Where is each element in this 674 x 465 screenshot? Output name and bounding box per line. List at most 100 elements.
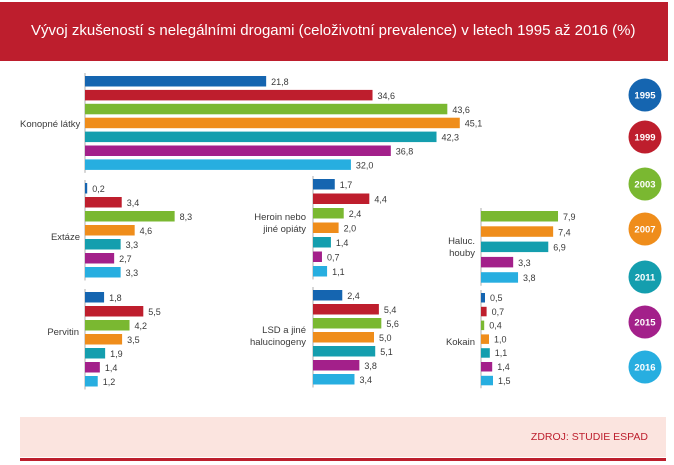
category-label-line: halucinogeny <box>250 337 306 348</box>
bar <box>85 145 391 156</box>
value-label: 34,6 <box>378 91 396 101</box>
bar <box>313 251 322 262</box>
value-label: 1,7 <box>340 180 353 190</box>
category-label: Heroin nebo jiné opiáty <box>254 212 306 235</box>
bar <box>85 267 121 278</box>
bar <box>313 360 360 371</box>
bar <box>481 211 559 222</box>
category-label: Konopné látky <box>20 119 80 130</box>
value-label: 8,3 <box>180 212 193 222</box>
bar <box>481 362 493 372</box>
bar <box>313 179 335 190</box>
legend-circle <box>628 260 662 294</box>
legend-year: 2011 <box>635 273 656 284</box>
legend-circle <box>628 167 662 201</box>
value-label: 1,8 <box>109 293 122 303</box>
category-label: Extáze <box>51 232 80 243</box>
value-label: 1,0 <box>494 334 507 344</box>
legend-circle <box>628 350 662 384</box>
category-label: Pervitin <box>47 327 79 338</box>
bar <box>85 103 448 115</box>
value-label: 5,4 <box>384 305 397 315</box>
value-label: 43,6 <box>452 105 470 115</box>
bar <box>313 374 355 385</box>
chart-title: Vývoj zkušeností s nelegálními drogami (… <box>31 22 636 39</box>
bar <box>85 306 144 317</box>
bar <box>481 375 493 386</box>
value-label: 1,5 <box>498 376 511 386</box>
value-label: 2,4 <box>347 291 360 301</box>
category-label-line: houby <box>449 248 475 259</box>
value-label: 5,5 <box>148 307 161 317</box>
value-label: 3,4 <box>127 198 140 208</box>
category-label: Kokain <box>446 337 475 348</box>
category-label: Haluc. houby <box>448 236 475 259</box>
bar <box>85 76 267 87</box>
category-label-line: Heroin nebo <box>254 212 306 223</box>
value-label: 3,3 <box>126 240 139 250</box>
bar <box>313 222 339 233</box>
bar <box>313 332 374 343</box>
bar <box>85 225 135 236</box>
value-label: 2,0 <box>344 224 357 234</box>
value-label: 7,9 <box>563 212 576 222</box>
category-label-line: LSD a jiné <box>262 325 306 336</box>
category-label-line: Extáze <box>51 232 80 243</box>
bar <box>313 193 370 204</box>
value-label: 21,8 <box>271 77 289 87</box>
bar <box>481 226 554 237</box>
bar <box>313 346 376 357</box>
bar <box>313 290 343 301</box>
bar <box>85 197 122 208</box>
source-footer: ZDROJ: STUDIE ESPAD <box>20 417 666 457</box>
value-label: 2,7 <box>119 254 132 264</box>
legend-year: 2015 <box>634 318 656 329</box>
bar <box>481 348 490 358</box>
value-label: 0,7 <box>327 253 340 263</box>
legend-circle <box>628 120 662 154</box>
bar <box>85 348 106 359</box>
bar <box>85 131 437 143</box>
category-label-line: Konopné látky <box>20 119 80 130</box>
category-label-line: Haluc. <box>448 236 475 247</box>
bar <box>85 376 98 387</box>
value-label: 3,8 <box>364 361 377 371</box>
value-label: 1,4 <box>497 362 510 372</box>
value-label: 32,0 <box>356 160 374 170</box>
bar <box>481 320 485 331</box>
category-label-line: Kokain <box>446 337 475 348</box>
category-label: LSD a jiné halucinogeny <box>250 325 306 348</box>
legend-year: 2016 <box>634 363 655 374</box>
value-label: 0,2 <box>92 184 105 194</box>
bar <box>481 241 549 253</box>
value-label: 4,6 <box>140 226 153 236</box>
value-label: 5,6 <box>386 319 399 329</box>
bar <box>85 253 115 264</box>
value-label: 4,2 <box>135 321 148 331</box>
bar <box>313 208 344 219</box>
value-label: 0,4 <box>489 321 502 331</box>
legend-circle <box>628 305 662 339</box>
value-label: 6,9 <box>553 243 566 253</box>
value-label: 2,4 <box>349 209 362 219</box>
value-label: 3,3 <box>518 258 531 268</box>
value-label: 3,8 <box>523 273 536 283</box>
value-label: 1,4 <box>336 238 349 248</box>
value-label: 3,3 <box>126 268 139 278</box>
value-label: 1,1 <box>495 348 508 358</box>
value-label: 1,2 <box>103 377 116 387</box>
bar <box>85 239 121 250</box>
value-label: 1,4 <box>105 363 118 373</box>
value-label: 36,8 <box>396 147 414 157</box>
legend-year: 2007 <box>634 225 655 236</box>
bar <box>85 183 88 194</box>
bar <box>481 334 489 344</box>
legend-year: 1999 <box>634 133 655 144</box>
bar <box>85 334 123 345</box>
bar <box>313 304 379 315</box>
legend-circle <box>628 78 662 112</box>
value-label: 4,4 <box>374 195 387 205</box>
bar <box>481 293 485 303</box>
category-label-line: jiné opiáty <box>262 224 306 235</box>
bar <box>313 266 328 277</box>
